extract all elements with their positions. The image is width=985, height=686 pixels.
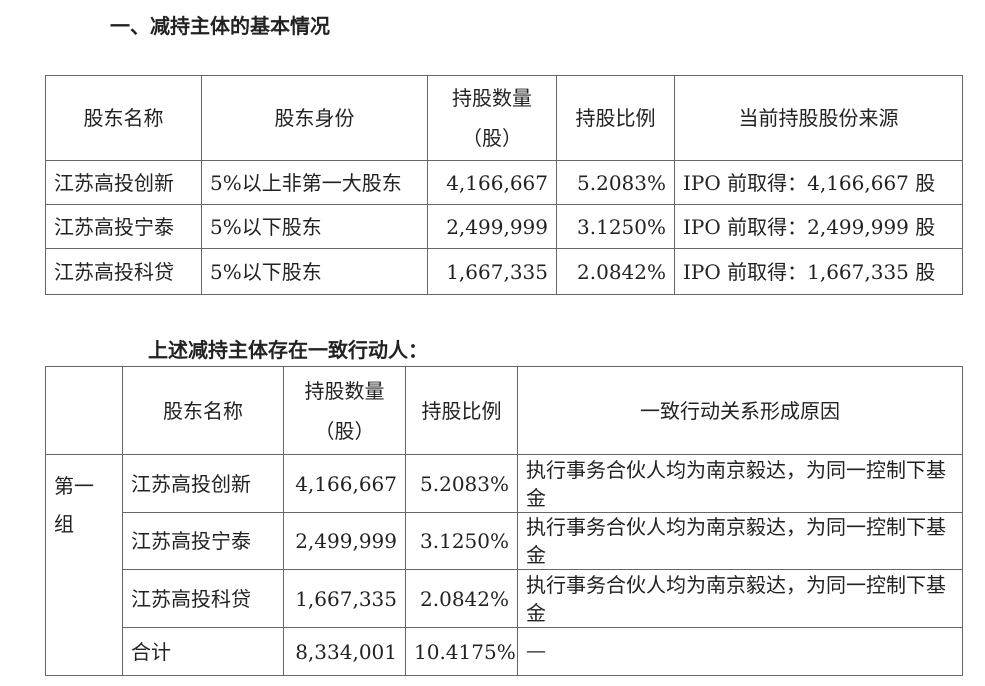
- table-row: 第一组 江苏高投创新 4,166,667 5.2083% 执行事务合伙人均为南京…: [45, 454, 963, 676]
- cell: 4,166,667: [283, 454, 406, 513]
- header-cell: 股东名称: [45, 75, 202, 161]
- cell: 4,166,667: [427, 160, 557, 205]
- cell: 江苏高投科贷: [122, 569, 284, 628]
- cell: 执行事务合伙人均为南京毅达，为同一控制下基金: [517, 512, 963, 570]
- header-cell: 股东名称: [122, 366, 284, 455]
- header-cell: 一致行动关系形成原因: [517, 366, 963, 455]
- concert-party-table: 股东名称 持股数量 （股） 持股比例 一致行动关系形成原因 第一组 江苏高投创新 …: [45, 366, 963, 676]
- cell: 3.1250%: [405, 512, 518, 570]
- cell: 2.0842%: [405, 569, 518, 628]
- cell: 5.2083%: [405, 454, 518, 513]
- header-cell: 持股数量 （股）: [427, 75, 557, 161]
- header-cell: 当前持股股份来源: [674, 75, 963, 161]
- cell: IPO 前取得：2,499,999 股: [674, 204, 963, 249]
- table-row: 江苏高投宁泰 2,499,999 3.1250% 执行事务合伙人均为南京毅达，为…: [46, 512, 963, 570]
- table-header-row: 股东名称 股东身份 持股数量 （股） 持股比例 当前持股股份来源: [45, 75, 963, 161]
- cell: 8,334,001: [283, 627, 406, 676]
- header-line: 持股数量: [452, 86, 532, 110]
- header-line: （股）: [314, 418, 375, 443]
- cell: 执行事务合伙人均为南京毅达，为同一控制下基金: [517, 569, 963, 628]
- header-line: 持股数量: [304, 378, 385, 403]
- table-header-row: 股东名称 持股数量 （股） 持股比例 一致行动关系形成原因: [45, 366, 963, 455]
- cell: 5%以下股东: [201, 204, 428, 249]
- cell: 5.2083%: [556, 160, 675, 205]
- cell: 3.1250%: [556, 204, 675, 249]
- cell: 2.0842%: [556, 248, 675, 295]
- subtitle: 上述减持主体存在一致行动人：: [148, 338, 428, 362]
- header-cell: 持股比例: [405, 366, 518, 455]
- table-row: 江苏高投宁泰 5%以下股东 2,499,999 3.1250% IPO 前取得：…: [45, 204, 963, 249]
- cell: 执行事务合伙人均为南京毅达，为同一控制下基金: [517, 454, 963, 513]
- header-line: （股）: [462, 126, 522, 150]
- cell: 江苏高投创新: [45, 160, 202, 205]
- cell: 5%以上非第一大股东: [201, 160, 428, 205]
- header-cell: 持股比例: [556, 75, 675, 161]
- cell: IPO 前取得：4,166,667 股: [674, 160, 963, 205]
- table-row: 江苏高投创新 5%以上非第一大股东 4,166,667 5.2083% IPO …: [45, 160, 963, 205]
- shareholder-table: 股东名称 股东身份 持股数量 （股） 持股比例 当前持股股份来源 江苏高投创新 5…: [45, 75, 963, 295]
- cell: 1,667,335: [283, 569, 406, 628]
- group-cell: 第一组: [45, 454, 123, 676]
- cell: IPO 前取得：1,667,335 股: [674, 248, 963, 295]
- cell: 5%以下股东: [201, 248, 428, 295]
- cell: 江苏高投宁泰: [45, 204, 202, 249]
- cell: 江苏高投创新: [122, 454, 284, 513]
- cell: 江苏高投科贷: [45, 248, 202, 295]
- cell: 江苏高投宁泰: [122, 512, 284, 570]
- total-row: 合计 8,334,001 10.4175% —: [46, 627, 963, 676]
- header-cell: 股东身份: [201, 75, 428, 161]
- header-cell: 持股数量 （股）: [283, 366, 406, 455]
- cell: 1,667,335: [427, 248, 557, 295]
- cell: 10.4175%: [405, 627, 518, 676]
- table-row: 江苏高投科贷 1,667,335 2.0842% 执行事务合伙人均为南京毅达，为…: [46, 569, 963, 628]
- cell: 2,499,999: [427, 204, 557, 249]
- cell: 2,499,999: [283, 512, 406, 570]
- section-title: 一、减持主体的基本情况: [110, 14, 330, 38]
- cell: —: [517, 627, 963, 676]
- cell: 合计: [122, 627, 284, 676]
- header-cell-empty: [45, 366, 123, 455]
- table-row: 江苏高投科贷 5%以下股东 1,667,335 2.0842% IPO 前取得：…: [45, 248, 963, 295]
